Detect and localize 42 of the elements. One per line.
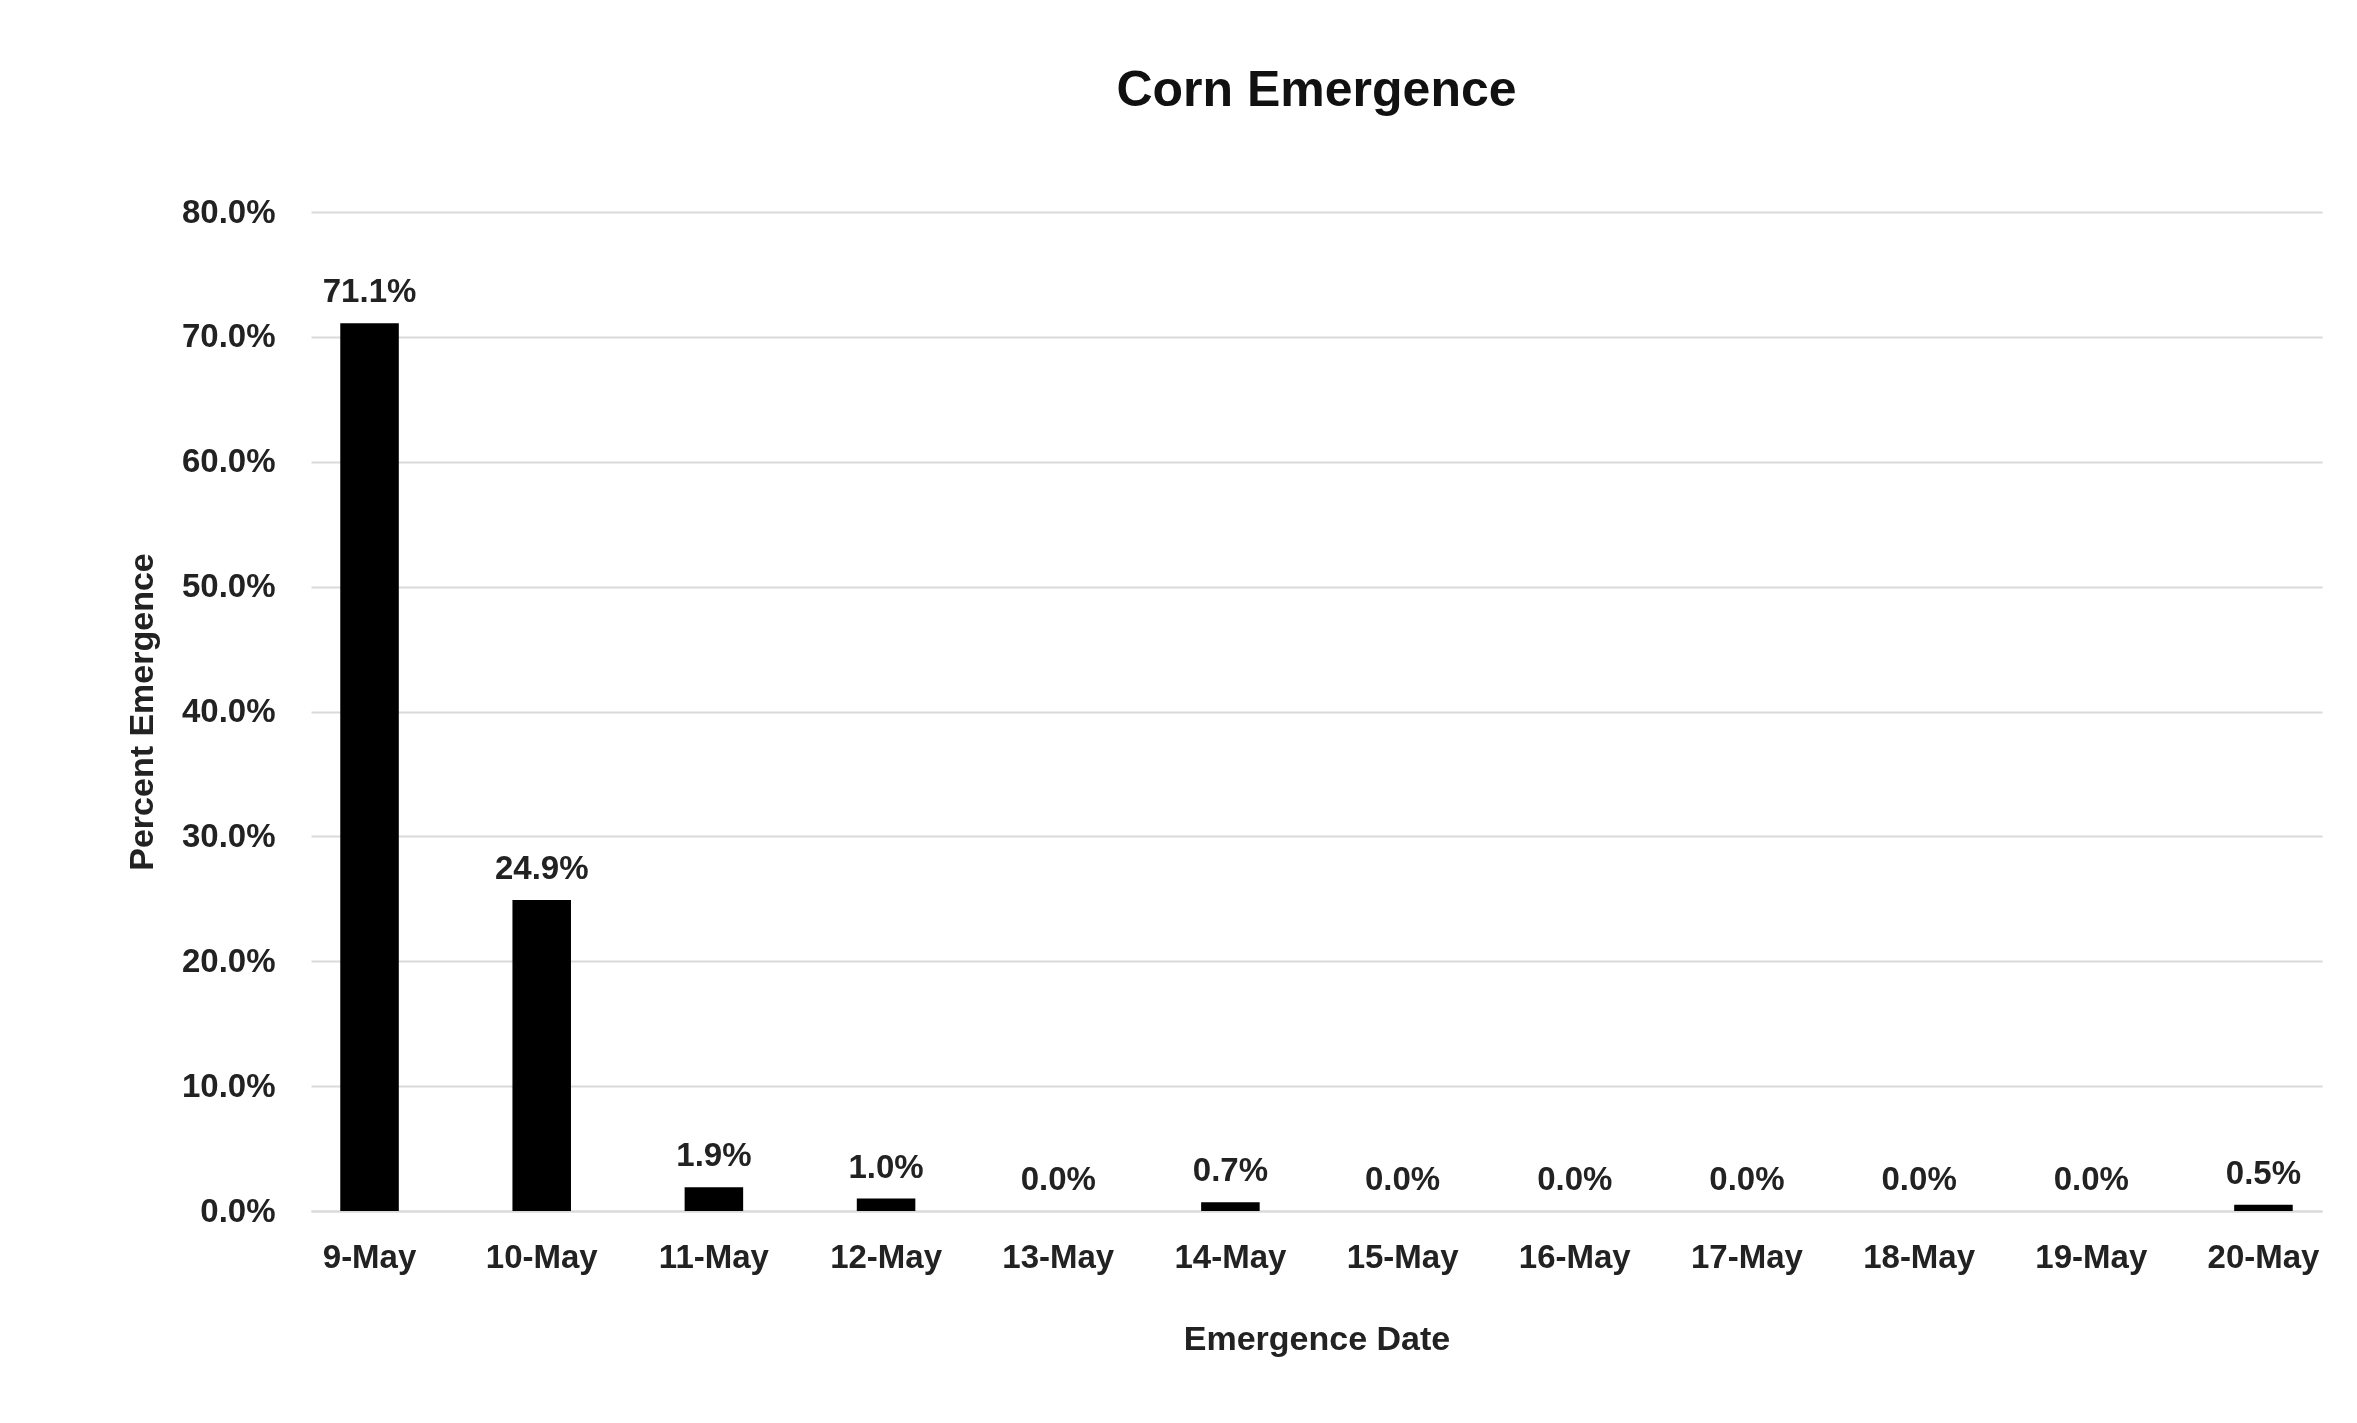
data-label: 0.0%	[1881, 1160, 1957, 1197]
x-tick-label: 19-May	[2035, 1237, 2148, 1275]
bar	[340, 323, 399, 1211]
x-tick-label: 18-May	[1863, 1237, 1976, 1275]
bar	[1201, 1202, 1260, 1211]
x-tick-label: 12-May	[830, 1237, 943, 1275]
x-tick-label: 11-May	[658, 1237, 770, 1275]
data-label: 1.9%	[676, 1136, 752, 1174]
data-label: 0.7%	[1192, 1151, 1269, 1189]
data-label: 0.0%	[1020, 1160, 1096, 1197]
bar	[512, 900, 571, 1211]
x-tick-label: 9-May	[322, 1237, 417, 1275]
data-label: 0.0%	[1364, 1160, 1441, 1197]
y-tick-label: 20.0%	[181, 941, 276, 979]
bar	[684, 1187, 744, 1211]
x-tick-label: 13-May	[1002, 1237, 1115, 1275]
x-tick-label: 10-May	[485, 1237, 599, 1275]
x-tick-label: 16-May	[1518, 1237, 1632, 1275]
data-label: 0.0%	[2053, 1160, 2129, 1197]
chart-title: Corn Emergence	[1116, 61, 1517, 117]
x-axis-title: Emergence Date	[1183, 1318, 1451, 1357]
x-tick-label: 20-May	[2207, 1237, 2321, 1275]
y-tick-label: 10.0%	[181, 1066, 276, 1104]
data-label: 0.5%	[2225, 1153, 2302, 1191]
y-tick-label: 0.0%	[200, 1191, 276, 1229]
y-tick-label: 70.0%	[181, 317, 276, 355]
x-tick-label: 14-May	[1174, 1237, 1287, 1275]
x-tick-label: 17-May	[1690, 1237, 1804, 1275]
data-label: 71.1%	[322, 272, 417, 310]
bar	[856, 1198, 916, 1211]
y-axis-title: Percent Emergence	[121, 553, 160, 871]
data-label: 1.0%	[848, 1147, 924, 1185]
data-label: 0.0%	[1537, 1160, 1613, 1197]
data-label: 0.0%	[1709, 1160, 1785, 1197]
y-tick-label: 30.0%	[181, 816, 276, 854]
y-tick-label: 60.0%	[181, 442, 276, 480]
bar	[2234, 1204, 2293, 1211]
y-tick-label: 50.0%	[181, 567, 276, 605]
x-tick-label: 15-May	[1346, 1237, 1460, 1275]
data-label: 24.9%	[494, 849, 589, 887]
y-tick-label: 80.0%	[181, 192, 276, 230]
y-tick-label: 40.0%	[181, 692, 276, 729]
